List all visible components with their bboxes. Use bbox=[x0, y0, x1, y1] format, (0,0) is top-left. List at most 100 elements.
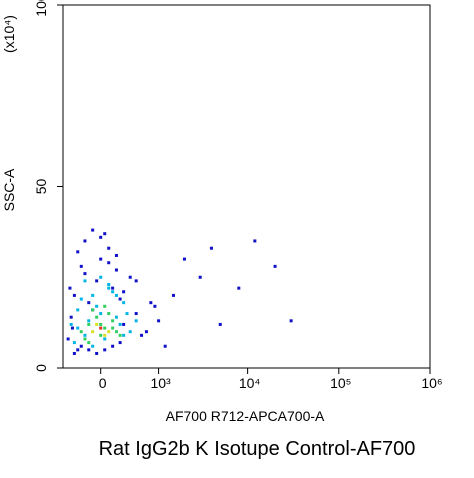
point bbox=[87, 348, 91, 352]
point bbox=[273, 264, 277, 268]
point bbox=[157, 319, 161, 323]
point bbox=[95, 322, 99, 326]
point bbox=[114, 315, 118, 319]
point bbox=[122, 322, 126, 326]
point bbox=[134, 279, 138, 283]
point bbox=[83, 337, 87, 341]
x-axis-label: AF700 R712-APCA700-A bbox=[166, 408, 325, 424]
point bbox=[69, 315, 73, 319]
point bbox=[103, 333, 107, 337]
point bbox=[128, 275, 132, 279]
point bbox=[99, 312, 103, 316]
point bbox=[107, 312, 111, 316]
point bbox=[103, 304, 107, 308]
point bbox=[83, 279, 87, 283]
x-tick-label: 10⁵ bbox=[330, 375, 351, 391]
point bbox=[103, 232, 107, 236]
point bbox=[103, 337, 107, 341]
point bbox=[83, 333, 87, 337]
point bbox=[118, 333, 122, 337]
point bbox=[111, 344, 115, 348]
point bbox=[237, 286, 241, 290]
point bbox=[122, 301, 126, 305]
point bbox=[95, 279, 99, 283]
point bbox=[107, 283, 111, 287]
point bbox=[72, 351, 76, 355]
point bbox=[103, 348, 107, 352]
point bbox=[118, 322, 122, 326]
point bbox=[79, 264, 83, 268]
point bbox=[122, 290, 126, 294]
point bbox=[79, 344, 83, 348]
point bbox=[91, 228, 95, 232]
point bbox=[171, 293, 175, 297]
point bbox=[218, 322, 222, 326]
x-tick-label: 10³ bbox=[150, 375, 171, 391]
point bbox=[253, 239, 257, 243]
point bbox=[144, 330, 148, 334]
x-tick-label: 10⁴ bbox=[239, 375, 261, 391]
point bbox=[114, 330, 118, 334]
point bbox=[72, 293, 76, 297]
plot-frame bbox=[62, 4, 431, 369]
point bbox=[99, 322, 103, 326]
point bbox=[125, 312, 129, 316]
point bbox=[107, 261, 111, 265]
point bbox=[107, 286, 111, 290]
point bbox=[99, 326, 103, 330]
point bbox=[134, 312, 138, 316]
point bbox=[118, 341, 122, 345]
x-tick-label: 10⁶ bbox=[421, 375, 442, 391]
point bbox=[76, 250, 80, 254]
point bbox=[70, 326, 74, 330]
point bbox=[103, 326, 107, 330]
point bbox=[87, 301, 91, 305]
point bbox=[111, 326, 115, 330]
point bbox=[114, 293, 118, 297]
point bbox=[163, 344, 167, 348]
point bbox=[134, 319, 138, 323]
point bbox=[76, 308, 80, 312]
point bbox=[140, 333, 144, 337]
point bbox=[149, 301, 153, 305]
point bbox=[95, 351, 99, 355]
point bbox=[66, 337, 70, 341]
point bbox=[87, 341, 91, 345]
point bbox=[72, 341, 76, 345]
point bbox=[209, 246, 213, 250]
x-tick-label: 0 bbox=[99, 375, 107, 391]
point bbox=[128, 330, 132, 334]
point bbox=[79, 297, 83, 301]
point bbox=[91, 344, 95, 348]
point bbox=[111, 319, 115, 323]
point bbox=[107, 246, 111, 250]
point bbox=[111, 286, 115, 290]
point bbox=[68, 286, 72, 290]
point bbox=[153, 304, 157, 308]
point bbox=[198, 275, 202, 279]
y-tick-label: 0 bbox=[33, 364, 49, 372]
point bbox=[182, 257, 186, 261]
point bbox=[91, 308, 95, 312]
point bbox=[99, 275, 103, 279]
point bbox=[79, 330, 83, 334]
y-axis-label: SSC-A bbox=[1, 168, 17, 211]
point bbox=[87, 322, 91, 326]
point bbox=[289, 319, 293, 323]
point bbox=[99, 235, 103, 239]
point bbox=[99, 333, 103, 337]
point bbox=[99, 257, 103, 261]
point bbox=[118, 297, 122, 301]
point bbox=[87, 319, 91, 323]
point bbox=[111, 290, 115, 294]
chart-title: Rat IgG2b K Isotupe Control-AF700 bbox=[99, 438, 416, 460]
point bbox=[69, 322, 73, 326]
point bbox=[114, 268, 118, 272]
point bbox=[122, 333, 126, 337]
point bbox=[95, 304, 99, 308]
y-axis-unit: (x10⁴) bbox=[1, 15, 17, 53]
point bbox=[107, 330, 111, 334]
point bbox=[95, 315, 99, 319]
point bbox=[83, 272, 87, 276]
